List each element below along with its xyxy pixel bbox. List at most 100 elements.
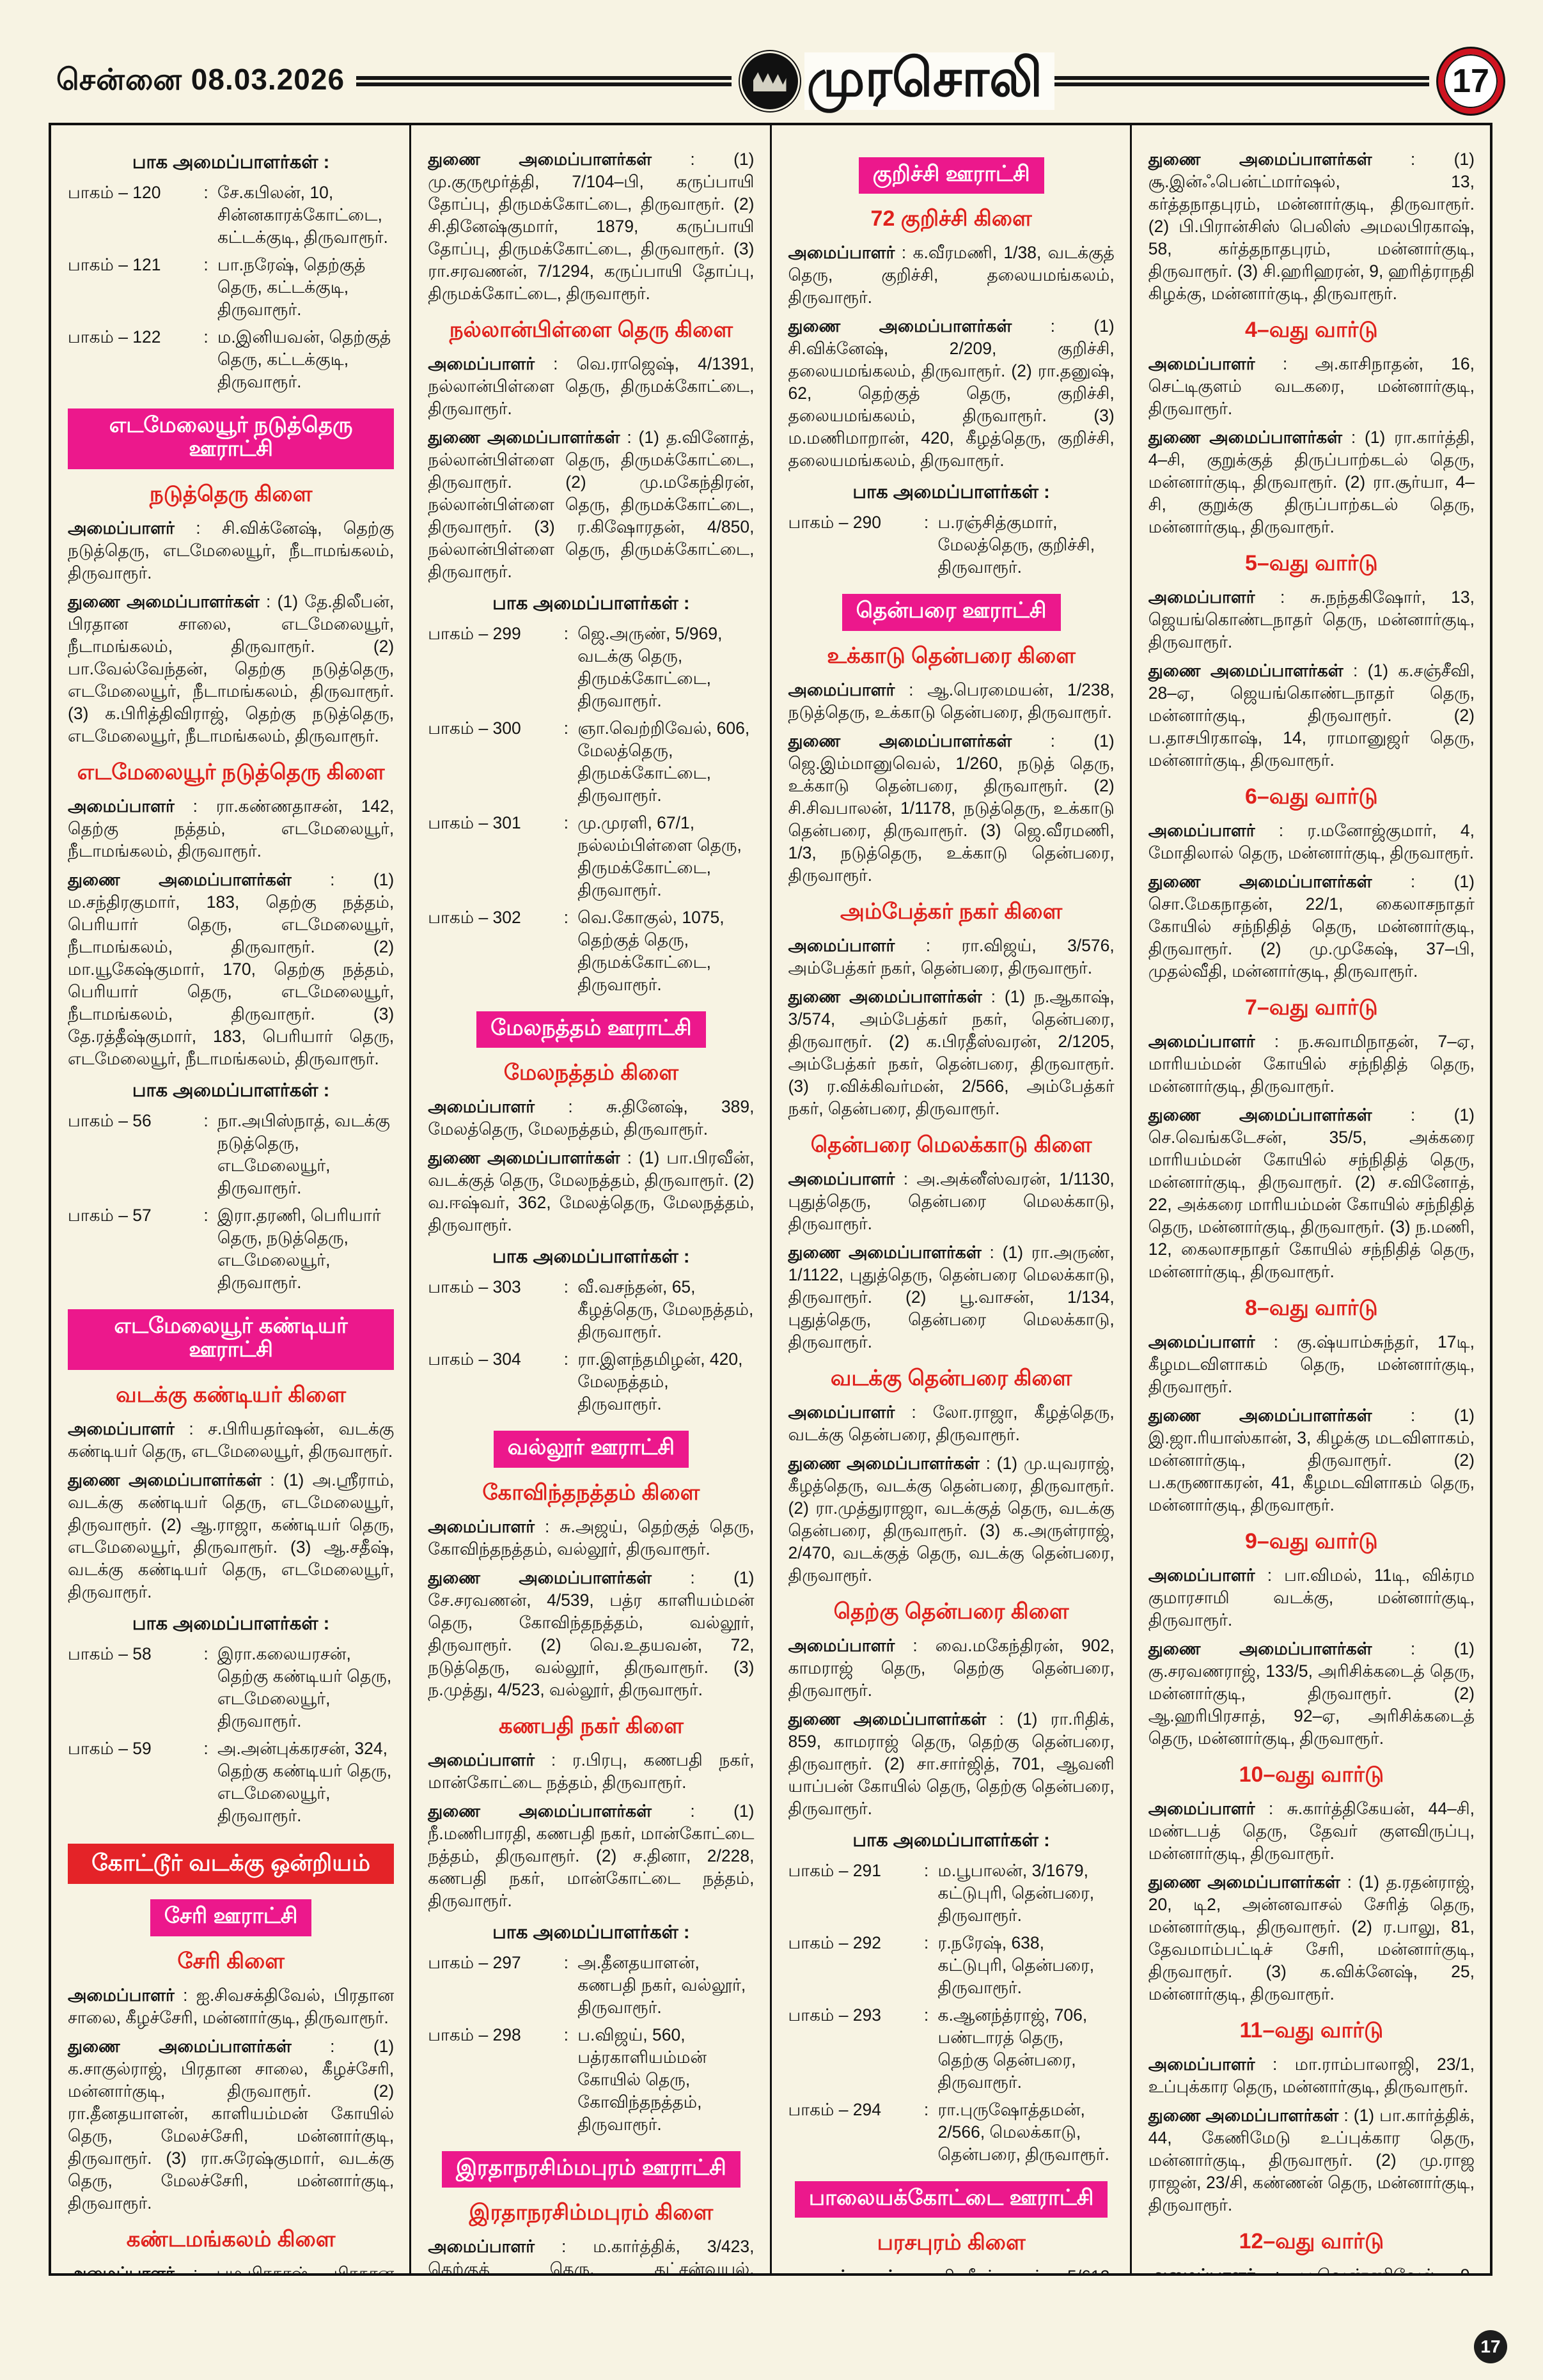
branch-title: கண்டமங்கலம் கிளை [126, 2227, 336, 2252]
part-row: பாகம் – 291: ம.பூபாலன், 3/1679, கட்டுபுரி… [788, 1860, 1115, 1927]
organizer-lead: அமைப்பாளர் [1148, 354, 1255, 373]
part-organizers-heading: பாக அமைப்பாளர்கள் : [492, 1922, 690, 1943]
part-colon: : [203, 327, 208, 346]
bottom-page-number: 17 [1474, 2330, 1507, 2363]
panchayat-band-wrap: எடமேலையூர் நடுத்தெரு ஊராட்சி [68, 408, 395, 469]
part-label: பாகம் – 294 [788, 2099, 882, 2119]
organizer-para: அமைப்பாளர் : அ.அக்னீஸ்வரன், 1/1130, புது… [788, 1169, 1115, 1233]
panchayat-band: தென்பரை ஊராட்சி [842, 594, 1061, 631]
branch-title: வடக்கு தென்பரை கிளை [830, 1365, 1072, 1390]
organizer-para: துணை அமைப்பாளர்கள் : (1) சி.விக்னேஷ், 2/… [788, 316, 1115, 471]
part-colon: : [563, 908, 568, 927]
part-row: பாகம் – 304: ரா.இளந்தமிழன், 420, மேலநத்தம… [428, 1348, 754, 1415]
organizer-para: அமைப்பாளர் : ரா.கண்ணதாசன், 142, தெற்கு ந… [68, 796, 395, 860]
organizer-lead: துணை அமைப்பாளர்கள் [1148, 1639, 1372, 1658]
part-organizers-heading: பாக அமைப்பாளர்கள் : [132, 152, 330, 173]
organizer-lead: அமைப்பாளர் [428, 2237, 535, 2257]
part-row: பாகம் – 298: ப.விஜய், 560, பத்ரகாளியம்மன்… [428, 2024, 754, 2136]
organizer-para: துணை அமைப்பாளர்கள் : (1) த.வினோத், நல்லா… [428, 428, 755, 581]
part-text: க.ஆனந்த்ராஜ், 706, பண்டாரத் தெரு, தெற்கு… [937, 2005, 1088, 2092]
part-colon: : [563, 813, 568, 832]
column-2: துணை அமைப்பாளர்கள் : (1) மு.குருமூர்த்தி… [409, 125, 769, 2273]
organizer-lead: அமைப்பாளர் [788, 935, 895, 955]
organizer-para: துணை அமைப்பாளர்கள் : (1) மு.குருமூர்த்தி… [428, 150, 755, 303]
part-text: ரா.புருஷோத்தமன், 2/566, மெலக்காடு, தென்ப… [937, 2099, 1109, 2164]
organizer-para: அமைப்பாளர் : ந.சுவாமிநாதன், 7–ஏ, மாரியம்… [1148, 1032, 1475, 1096]
organizer-para: துணை அமைப்பாளர்கள் : (1) ரா.அருண், 1/112… [788, 1242, 1115, 1351]
organizer-para: துணை அமைப்பாளர்கள் : (1) சே.சரவணன், 4/53… [428, 1567, 755, 1699]
organizer-para: அமைப்பாளர் : ப.வெண்ணிவேல், 9, அன்னவாசல் … [1148, 2264, 1475, 2273]
organizer-lead: அமைப்பாளர் [788, 1635, 895, 1655]
part-text: இரா.தரணி, பெரியார் தெரு, நடுத்தெரு, எடமே… [217, 1205, 381, 1292]
part-label: பாகம் – 292 [788, 1933, 882, 1952]
organizer-lead: துணை அமைப்பாளர்கள் [428, 1801, 652, 1821]
part-colon: : [203, 1644, 208, 1663]
organizer-lead: துணை அமைப்பாளர்கள் [1148, 1872, 1340, 1892]
organizer-lead: அமைப்பாளர் [1148, 1566, 1255, 1585]
organizer-lead: துணை அமைப்பாளர்கள் [1148, 661, 1343, 680]
part-colon: : [923, 2005, 929, 2025]
part-organizers-heading: பாக அமைப்பாளர்கள் : [132, 1080, 330, 1101]
part-label: பாகம் – 302 [428, 908, 521, 927]
newspaper-title: முரசொலி [804, 52, 1054, 110]
organizer-lead: அமைப்பாளர் [1148, 587, 1255, 607]
part-label: பாகம் – 301 [428, 813, 521, 832]
branch-title: கோவிந்தநத்தம் கிளை [482, 1480, 700, 1505]
part-text: இரா.கலையரசன், தெற்கு கண்டியர் தெரு, எடமே… [217, 1644, 392, 1731]
branch-title: கணபதி நகர் கிளை [498, 1713, 684, 1738]
organizer-para: துணை அமைப்பாளர்கள் : (1) சொ.மேகநாதன், 22… [1148, 872, 1475, 981]
column-1: பாக அமைப்பாளர்கள் : பாகம் – 120: சே.கபிலன்… [51, 125, 409, 2273]
part-text: வெ.கோகுல், 1075, தெற்குத் தெரு, திருமக்க… [577, 908, 725, 994]
branch-title: தென்பரை மெலக்காடு கிளை [810, 1132, 1092, 1157]
branch-title: எடமேலையூர் நடுத்தெரு கிளை [77, 759, 385, 784]
organizer-lead: அமைப்பாளர் [68, 518, 175, 538]
part-row: பாகம் – 300: ஞா.வெற்றிவேல், 606, மேலத்தெர… [428, 717, 754, 807]
part-label: பாகம் – 122 [68, 327, 161, 346]
part-row: பாகம் – 56: நா.அபிஸ்நாத், வடக்கு நடுத்தெர… [68, 1110, 394, 1199]
organizer-para: துணை அமைப்பாளர்கள் : (1) ந.ஆகாஷ், 3/574,… [788, 986, 1115, 1118]
organizer-para: அமைப்பாளர் : ர.பிரபு, கணபதி நகர், மான்கோ… [428, 1750, 755, 1792]
panchayat-band: பாலையக்கோட்டை ஊராட்சி [794, 2181, 1108, 2218]
organizer-para: அமைப்பாளர் : கு.ஷ்யாம்சுந்தர், 17டி, கீழ… [1148, 1332, 1475, 1396]
organizer-lead: அமைப்பாளர் [428, 354, 535, 373]
branch-title: பரசபுரம் கிளை [877, 2230, 1026, 2255]
part-text: ப.ரஞ்சித்குமார், மேலத்தெரு, குறிச்சி, தி… [937, 513, 1095, 577]
organizer-lead: துணை அமைப்பாளர்கள் [788, 316, 1012, 336]
organizer-lead: அமைப்பாளர் [428, 1097, 535, 1117]
organizer-para: துணை அமைப்பாளர்கள் : (1) இ.ஜா.ரியாஸ்கான்… [1148, 1406, 1475, 1514]
part-row: பாகம் – 58: இரா.கலையரசன், தெற்கு கண்டியர்… [68, 1643, 394, 1732]
organizer-para: அமைப்பாளர் : அ.காசிநாதன், 16, செட்டிகுளம… [1148, 354, 1475, 418]
part-colon: : [923, 1860, 929, 1880]
branch-title: வடக்கு கண்டியர் கிளை [116, 1382, 347, 1407]
part-text: பா.நரேஷ், தெற்குத் தெரு, கட்டக்குடி, திர… [217, 255, 366, 319]
part-text: அ.அன்புக்கரசன், 324, தெற்கு கண்டியர் தெர… [217, 1738, 392, 1825]
organizer-para: அமைப்பாளர் : சு.தினேஷ், 389, மேலத்தெரு, … [428, 1097, 755, 1139]
ward-title: 10–வது வார்டு [1239, 1762, 1384, 1787]
organizer-lead: அமைப்பாளர் [428, 1516, 535, 1536]
branch-title: தெற்கு தென்பரை கிளை [833, 1599, 1069, 1624]
organizer-para: துணை அமைப்பாளர்கள் : (1) கு.சரவணராஜ், 13… [1148, 1639, 1475, 1748]
part-colon: : [203, 1205, 208, 1225]
branch-title: அம்பேத்கர் நகர் கிளை [840, 899, 1063, 924]
organizer-lead: அமைப்பாளர் [1148, 2055, 1255, 2074]
panchayat-band-wrap: இரதாநரசிம்மபுரம் ஊராட்சி [428, 2151, 754, 2188]
branch-title: 72 குறிச்சி கிளை [870, 206, 1032, 231]
city-date: சென்னை 08.03.2026 [56, 62, 345, 96]
ward-title: 9–வது வார்டு [1245, 1529, 1378, 1553]
branch-title: இரதாநரசிம்மபுரம் கிளை [469, 2200, 714, 2225]
panchayat-band-wrap: பாலையக்கோட்டை ஊராட்சி [788, 2181, 1115, 2218]
organizer-lead: துணை அமைப்பாளர்கள் [428, 428, 620, 447]
organizer-para: துணை அமைப்பாளர்கள் : (1) நீ.மணிபாரதி, கண… [428, 1801, 755, 1910]
part-text: மு.முரளி, 67/1, நல்லம்பிள்ளை தெரு, திரும… [577, 813, 742, 899]
part-label: பாகம் – 298 [428, 2025, 521, 2044]
organizer-para: துணை அமைப்பாளர்கள் : (1) க.சாகுல்ராஜ், ப… [68, 2036, 395, 2213]
organizer-lead: துணை அமைப்பாளர்கள் [788, 1453, 980, 1473]
part-row: பாகம் – 59: அ.அன்புக்கரசன், 324, தெற்கு க… [68, 1738, 394, 1827]
part-row: பாகம் – 303: வீ.வசந்தன், 65, கீழத்தெரு, ம… [428, 1276, 754, 1343]
part-text: ர.நரேஷ், 638, கட்டுபுரி, தென்பரை, திருவா… [937, 1933, 1095, 1997]
part-organizers-heading: பாக அமைப்பாளர்கள் : [852, 482, 1050, 503]
part-text: நா.அபிஸ்நாத், வடக்கு நடுத்தெரு, எடமேலையூ… [217, 1110, 390, 1197]
part-label: பாகம் – 303 [428, 1277, 521, 1297]
organizer-lead: அமைப்பாளர் [68, 1419, 175, 1438]
organizer-para: துணை அமைப்பாளர்கள் : (1) ம.சந்திரகுமார்,… [68, 869, 395, 1068]
